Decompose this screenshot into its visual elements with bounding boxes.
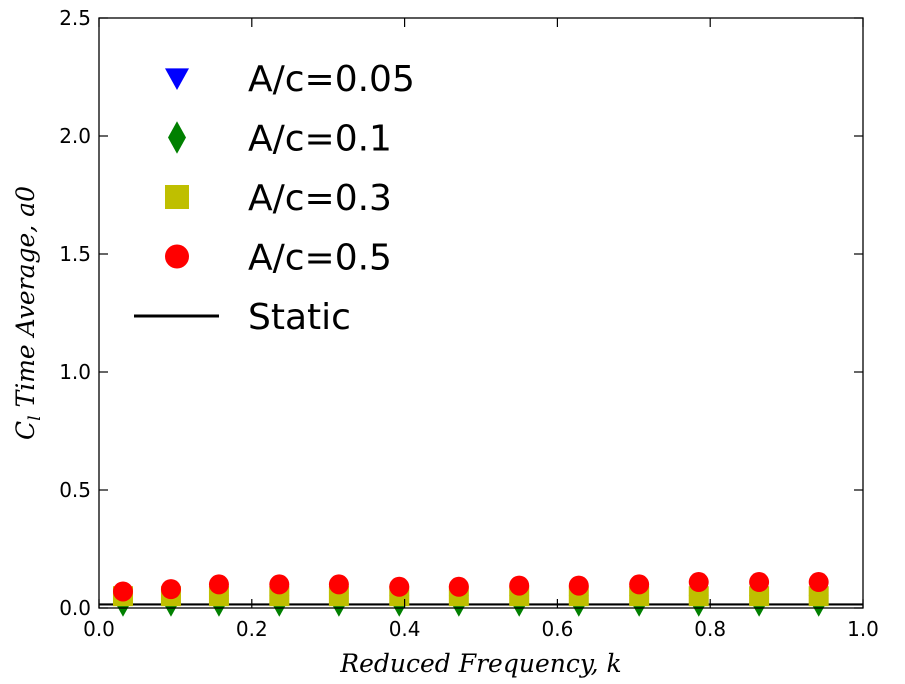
x-tick-label: 1.0 [847,617,879,641]
data-marks [112,572,829,617]
x-tick-label: 0.2 [236,617,268,641]
legend: A/c=0.05 A/c=0.1 A/c=0.3 A/c=0.5 Static [134,59,415,338]
y-tick-label: 2.5 [59,6,91,30]
data-point [629,574,650,595]
data-point [509,575,530,596]
x-tick-label: 0.8 [694,617,726,641]
data-point [749,572,770,593]
y-tick-label: 0.0 [59,596,91,620]
plot-frame [98,17,864,609]
legend-label: A/c=0.3 [248,178,392,219]
legend-marker-A/c=0.3 [165,185,189,209]
data-point [112,581,133,602]
data-point [448,576,469,597]
data-point [749,586,770,607]
data-point [568,575,589,596]
data-point [160,579,181,600]
legend-marker-A/c=0.5 [165,244,189,269]
data-point [389,576,410,597]
x-axis-label: Reduced Frequency, k [339,649,621,678]
data-point [328,574,349,595]
data-point [808,586,829,607]
data-point [208,574,229,595]
x-tick-label: 0.4 [389,617,421,641]
x-tick-label: 0.6 [541,617,573,641]
y-axis-label: Cl Time Average, a0 [11,186,45,440]
axis-ticks: 0.0 0.2 0.4 0.6 0.8 1.0 0.0 0.5 1.0 1.5 2.0 2.5 [59,6,879,641]
y-tick-label: 2.0 [59,124,91,148]
legend-marker-A/c=0.05 [165,68,189,90]
legend-label: Static [248,297,351,338]
legend-label: A/c=0.1 [248,119,392,160]
y-tick-label: 0.5 [59,478,91,502]
legend-marker-A/c=0.1 [168,121,186,154]
data-point [688,586,709,607]
legend-label: A/c=0.05 [248,59,415,100]
data-point [688,572,709,593]
x-tick-label: 0.0 [83,617,115,641]
y-axis-label-subscript: l [25,415,45,420]
y-tick-label: 1.5 [59,242,91,266]
plot-area [99,18,863,608]
data-point [269,574,290,595]
y-axis-label-rest: Time Average, a0 [11,186,40,415]
legend-label: A/c=0.5 [248,238,392,279]
y-axis-label-main: C [11,421,40,440]
y-tick-label: 1.0 [59,360,91,384]
series-A/c=0.5 [112,572,829,602]
data-point [808,572,829,593]
